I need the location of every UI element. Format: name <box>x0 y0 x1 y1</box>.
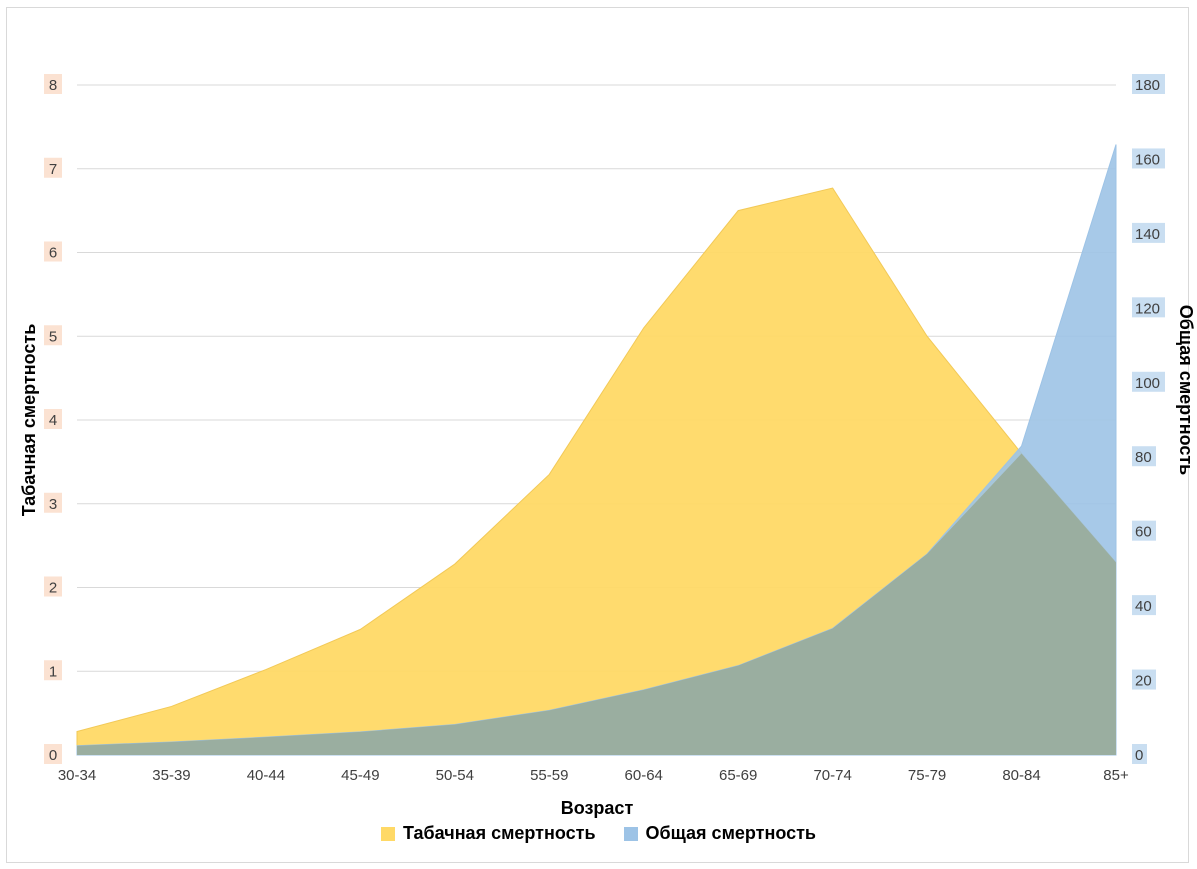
right-tick-bg <box>1132 744 1147 764</box>
right-tick-label: 100 <box>1135 375 1160 392</box>
x-tick-label: 45-49 <box>341 767 379 784</box>
data-areas <box>76 144 1117 756</box>
left-tick-label: 1 <box>49 663 57 680</box>
left-tick-label: 5 <box>49 328 57 345</box>
right-tick-bg <box>1132 669 1156 690</box>
legend-label-total: Общая смертность <box>645 823 816 843</box>
area-overlap <box>77 453 1116 755</box>
x-tick-label: 30-34 <box>58 767 96 784</box>
x-tick-label: 70-74 <box>813 767 851 784</box>
right-tick-label: 180 <box>1135 77 1160 94</box>
left-tick-bg <box>44 241 62 262</box>
x-axis-ticks: 30-34 35-39 40-44 45-49 50-54 55-59 60-64 65-69… <box>58 767 1129 784</box>
legend-item-total: Общая смертность <box>623 823 816 844</box>
left-tick-label: 6 <box>49 245 57 262</box>
left-axis-ticks: 0 1 2 3 4 5 6 7 8 <box>44 74 62 764</box>
right-tick-label: 140 <box>1135 226 1160 243</box>
x-axis-title: Возраст <box>561 798 634 818</box>
left-tick-label: 2 <box>49 580 57 597</box>
x-tick-label: 35-39 <box>152 767 190 784</box>
left-tick-bg <box>44 157 62 178</box>
right-axis-title: Общая смертность <box>1176 305 1196 475</box>
left-tick-bg <box>44 576 62 597</box>
left-tick-label: 8 <box>49 77 57 94</box>
right-tick-bg <box>1132 595 1156 616</box>
left-tick-bg <box>44 74 62 94</box>
right-tick-label: 160 <box>1135 151 1160 168</box>
right-tick-bg <box>1132 148 1165 169</box>
legend: Табачная смертность Общая смертность <box>0 823 1197 844</box>
right-tick-bg <box>1132 371 1165 392</box>
left-tick-bg <box>44 492 62 513</box>
x-tick-label: 55-59 <box>530 767 568 784</box>
right-tick-label: 60 <box>1135 524 1152 541</box>
right-axis-ticks: 0 20 40 60 80 100 120 140 160 180 <box>1132 74 1165 764</box>
legend-label-tobacco: Табачная смертность <box>403 823 596 843</box>
x-tick-label: 75-79 <box>908 767 946 784</box>
left-tick-bg <box>44 660 62 681</box>
right-tick-label: 40 <box>1135 598 1152 615</box>
left-tick-bg <box>44 744 62 764</box>
left-tick-label: 4 <box>49 412 57 429</box>
right-tick-bg <box>1132 297 1165 318</box>
x-tick-label: 50-54 <box>436 767 474 784</box>
right-tick-label: 80 <box>1135 449 1152 466</box>
x-tick-label: 40-44 <box>247 767 285 784</box>
left-tick-bg <box>44 409 62 429</box>
right-tick-bg <box>1132 222 1165 243</box>
right-tick-bg <box>1132 446 1156 467</box>
x-tick-label: 80-84 <box>1002 767 1040 784</box>
legend-swatch-tobacco <box>381 826 395 841</box>
right-tick-label: 120 <box>1135 300 1160 317</box>
right-tick-bg <box>1132 520 1156 541</box>
x-tick-label: 60-64 <box>625 767 663 784</box>
right-tick-label: 0 <box>1135 747 1143 764</box>
x-tick-label: 85+ <box>1103 767 1129 784</box>
right-tick-bg <box>1132 74 1165 94</box>
left-axis-title: Табачная смертность <box>19 324 39 517</box>
left-tick-label: 7 <box>49 161 57 178</box>
left-tick-label: 3 <box>49 496 57 513</box>
left-tick-label: 0 <box>49 747 57 764</box>
x-tick-label: 65-69 <box>719 767 757 784</box>
left-tick-bg <box>44 325 62 346</box>
right-tick-label: 20 <box>1135 673 1152 690</box>
legend-item-tobacco: Табачная смертность <box>381 823 596 844</box>
legend-swatch-total <box>623 826 638 841</box>
